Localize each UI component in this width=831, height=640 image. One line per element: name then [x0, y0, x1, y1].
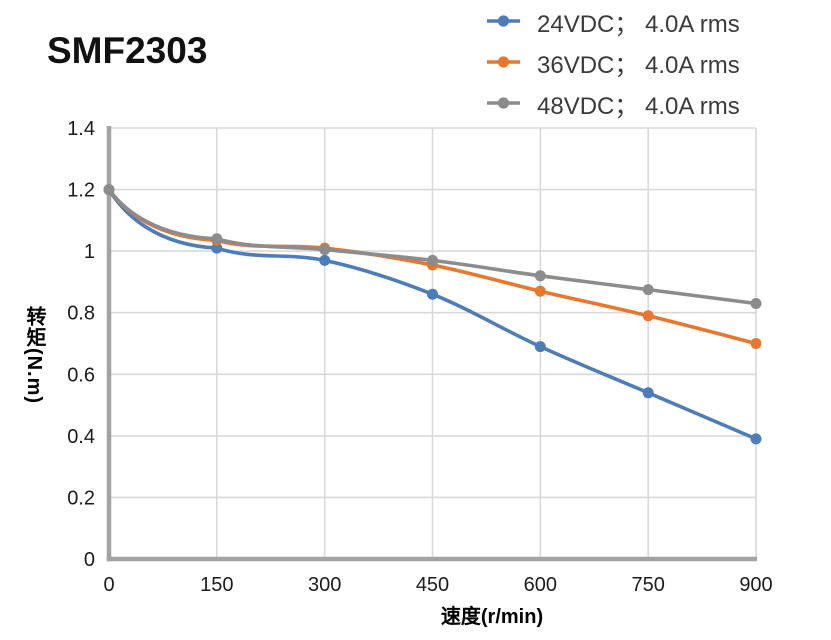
y-tick-label: 1 — [84, 241, 95, 263]
series-marker — [642, 310, 654, 322]
y-tick-label: 0 — [84, 549, 95, 571]
legend-item-36vdc: 36VDC； 4.0A rms — [487, 47, 740, 79]
y-axis-title: 转矩(N.m) — [23, 305, 45, 405]
legend-item-48vdc: 48VDC； 4.0A rms — [487, 88, 740, 120]
x-tick-label: 750 — [632, 574, 665, 596]
series-marker — [750, 433, 762, 445]
x-tick-label: 150 — [200, 574, 233, 596]
x-axis-title: 速度(r/min) — [440, 606, 544, 628]
series-marker — [319, 244, 331, 256]
gridlines — [109, 127, 757, 559]
series-marker — [642, 284, 654, 296]
y-tick-label: 0.8 — [67, 303, 95, 325]
series-marker — [427, 288, 438, 300]
y-tick-label: 0.6 — [67, 364, 95, 386]
legend-label-36vdc: 36VDC； 4.0A rms — [537, 51, 740, 79]
x-tick-label: 600 — [524, 574, 557, 596]
series-marker — [319, 254, 331, 266]
legend-marker-48vdc-icon — [487, 97, 520, 109]
series-marker — [534, 285, 546, 297]
series-marker — [211, 233, 223, 245]
legend-marker-24vdc-icon — [487, 15, 520, 27]
legend-marker-36vdc-icon — [487, 56, 520, 68]
series-marker — [534, 270, 546, 282]
axes — [106, 126, 757, 562]
legend-label-24vdc: 24VDC； 4.0A rms — [537, 10, 740, 38]
series-marker — [103, 184, 115, 196]
x-tick-label: 0 — [103, 574, 114, 596]
x-tick-label: 450 — [416, 574, 449, 596]
tick-labels: 0 0.2 0.4 0.6 0.8 1 1.2 1.4 0 150 300 450 600 750 900 — [67, 118, 773, 596]
x-tick-label: 900 — [739, 574, 772, 596]
x-tick-label: 300 — [308, 574, 341, 596]
series-marker — [427, 254, 438, 266]
chart-title: SMF2303 — [47, 30, 208, 71]
legend-label-48vdc: 48VDC； 4.0A rms — [537, 92, 740, 120]
series-marker — [750, 298, 762, 309]
series-marker — [750, 338, 762, 349]
y-tick-label: 1.2 — [67, 180, 95, 202]
legend: 24VDC； 4.0A rms 36VDC； 4.0A rms 48VDC； 4… — [487, 6, 740, 120]
y-tick-label: 0.2 — [67, 487, 95, 509]
series-marker — [534, 341, 546, 353]
series-marker — [642, 387, 654, 399]
series-48vdc — [103, 184, 762, 309]
y-tick-label: 0.4 — [67, 426, 95, 448]
y-tick-label: 1.4 — [67, 118, 95, 140]
series-marker — [211, 242, 223, 254]
legend-item-24vdc: 24VDC； 4.0A rms — [487, 6, 740, 38]
